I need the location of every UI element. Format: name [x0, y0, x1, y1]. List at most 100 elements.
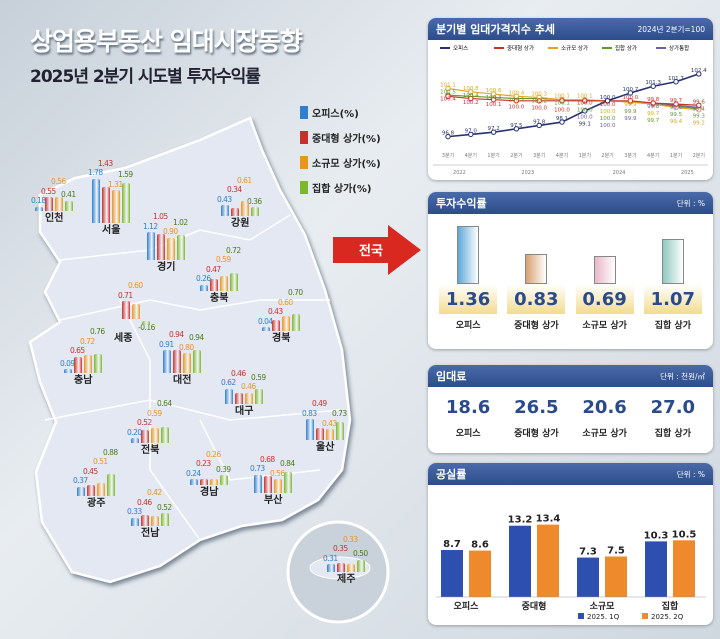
building-icon: [505, 224, 567, 284]
region-label: 경북: [272, 333, 291, 344]
data-label: 100.0: [577, 108, 593, 114]
vacancy-unit: 단위 : %: [676, 469, 705, 479]
x-tick-label: 2분기: [601, 152, 613, 159]
region-value: 0.35: [333, 544, 348, 554]
legend-swatch: [300, 156, 308, 169]
x-tick-label: 3분기: [533, 152, 545, 159]
bar-value: 10.3: [644, 530, 669, 541]
region-bar: [45, 197, 53, 211]
legend-swatch: [300, 106, 308, 119]
data-point: [627, 90, 634, 96]
page-subtitle: 2025년 2분기 시도별 투자수익률: [30, 67, 261, 87]
year-label: 2023: [521, 170, 534, 176]
data-label: 100.6: [486, 88, 502, 94]
series-line: [447, 95, 699, 106]
vacancy-bar: [509, 525, 531, 597]
region-bar: [255, 389, 263, 404]
region-bars-0: [35, 161, 75, 211]
data-point: [696, 71, 702, 77]
region-value: 0.31: [323, 553, 338, 563]
region-bars-12: [77, 446, 117, 496]
region-value: 1.43: [98, 158, 113, 168]
bar-value: 7.3: [579, 547, 597, 558]
legend-label: 소규모 상가: [561, 44, 588, 52]
data-label: 100.0: [554, 108, 570, 114]
region-bars-16: [327, 522, 367, 572]
data-point: [468, 131, 474, 138]
index-panel: 분기별 임대가격지수 추세 2024년 2분기=100 오피스 중대형 상가 소규모 …: [428, 18, 713, 180]
region-value: 0.39: [216, 464, 231, 474]
bar-value: 13.2: [508, 515, 533, 526]
bar-value: 8.6: [471, 540, 489, 551]
region-label: 울산: [316, 442, 335, 453]
region-value: 1.02: [173, 217, 188, 227]
region-bar: [173, 349, 181, 373]
region-value: 0.45: [83, 466, 98, 476]
data-label: 100.2: [509, 97, 525, 103]
stat-label: 중대형 상가: [514, 321, 559, 331]
legend-label: 2025. 1Q: [587, 613, 620, 621]
vacancy-panel: 공실률 단위 : % 8.7 8.6 오피스 13.2 13.4 중대형 7.3 7.5 소규모 1…: [428, 463, 713, 625]
region-value: 0.47: [206, 264, 221, 274]
region-bar: [74, 356, 82, 373]
region-value: 0.59: [251, 372, 266, 382]
region-bar: [262, 327, 270, 331]
region-bar: [235, 392, 243, 404]
rent-panel: 임대료 단위 : 천원/㎡ 18.6 오피스 26.5 중대형 상가 20.6 소규모 상가…: [428, 365, 713, 453]
region-value: 0.33: [343, 534, 358, 544]
data-label: 100.7: [623, 87, 639, 93]
region-value: 0.62: [221, 378, 236, 387]
region-value: 0.20: [127, 427, 142, 437]
bar-value: 13.4: [536, 514, 561, 525]
data-point: [536, 122, 542, 129]
data-label: 100.0: [509, 104, 525, 110]
region-bars-2: [147, 210, 187, 260]
data-point: [490, 96, 497, 103]
region-value: 1.59: [118, 170, 133, 180]
region-bar: [55, 197, 63, 211]
region-value: 0.59: [216, 255, 231, 264]
building-icon: [574, 224, 636, 284]
nationwide-label: 전국: [359, 243, 383, 259]
region-value: 0.04: [258, 316, 273, 326]
data-label: 100.3: [486, 95, 502, 101]
stat-label: 소규모 상가: [582, 429, 627, 439]
region-value: 0.43: [268, 307, 283, 316]
x-tick-label: 4분기: [465, 152, 477, 159]
region-bar: [245, 392, 253, 404]
x-tick-label: 4분기: [647, 152, 659, 159]
series-line: [447, 73, 700, 138]
year-label: 2024: [613, 170, 626, 176]
region-bar: [161, 427, 169, 443]
data-label: 100.1: [577, 94, 593, 100]
region-value: 0.61: [237, 175, 252, 185]
region-value: 0.09: [60, 358, 75, 368]
region-label: 전북: [141, 445, 160, 456]
region-bar: [84, 355, 92, 373]
data-label: 100.0: [577, 101, 593, 107]
region-bar: [316, 427, 324, 440]
data-label: 97.8: [533, 119, 546, 125]
region-bars-9: [225, 354, 265, 404]
region-bar: [35, 206, 43, 211]
data-label: 99.8: [647, 104, 660, 110]
region-bar: [292, 313, 300, 331]
stat-label: 오피스: [455, 321, 481, 331]
region-bar: [64, 369, 72, 373]
region-value: 0.56: [51, 177, 66, 186]
region-bars-8: [163, 323, 203, 373]
legend-label: 집합 상가: [615, 44, 637, 52]
region-bar: [210, 478, 218, 485]
region-bar: [141, 514, 149, 526]
building-icon: [437, 224, 499, 284]
region-bar: [200, 284, 208, 291]
region-bar: [107, 474, 115, 496]
region-label: 대전: [173, 375, 192, 386]
data-label: 99.5: [670, 112, 683, 118]
legend-label: 집합 상가(%): [312, 184, 372, 195]
bar-value: 7.5: [607, 546, 625, 557]
region-value: 0.49: [312, 399, 327, 409]
region-label: 충북: [210, 293, 229, 304]
region-value: 0.50: [353, 549, 368, 558]
